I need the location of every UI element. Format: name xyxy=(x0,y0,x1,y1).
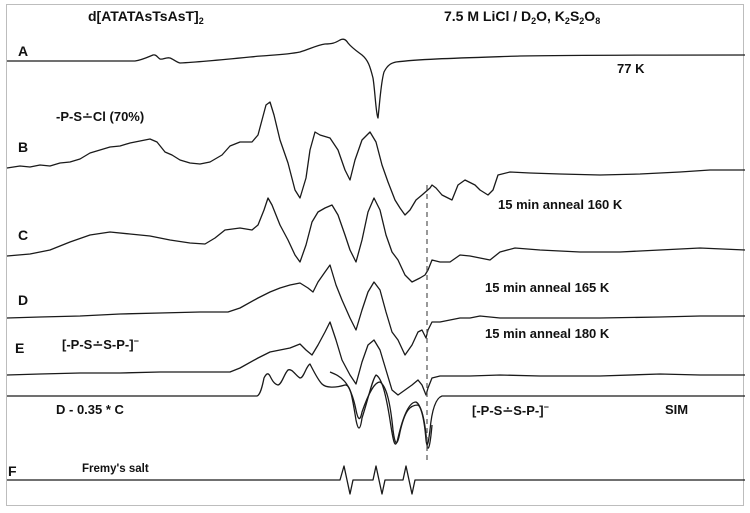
label-e: E xyxy=(15,340,25,356)
header-left: d[ATATAsTsAsT]2 xyxy=(88,9,204,26)
label-a: A xyxy=(18,43,29,59)
header-right: 7.5 M LiCl / D2O, K2S2O8 xyxy=(444,9,600,26)
hdr-part: O xyxy=(584,8,596,24)
label-anneal-160: 15 min anneal 160 K xyxy=(498,197,623,212)
label-fremy: Fremy's salt xyxy=(82,463,149,475)
pssp-sim-text: [-P-S∸S-P-] xyxy=(472,403,544,418)
label-77k: 77 K xyxy=(617,61,645,76)
label-sim: SIM xyxy=(665,402,689,417)
label-pssp-e: [-P-S∸S-P-]− xyxy=(62,336,139,352)
hdr-sub: 2 xyxy=(531,16,537,26)
hdr-sub: 2 xyxy=(564,16,570,26)
spectrum-diff-overlay xyxy=(329,371,433,449)
spectrum-f xyxy=(7,465,745,495)
label-d: D xyxy=(18,292,29,308)
pssp-e-text: [-P-S∸S-P-] xyxy=(62,337,134,352)
label-anneal-165: 15 min anneal 165 K xyxy=(485,280,610,295)
hdr-sub: 8 xyxy=(595,16,601,26)
spectrum-e xyxy=(6,321,745,396)
pssp-sim-sup: − xyxy=(543,402,549,412)
label-psc1: -P-S∸Cl (70%) xyxy=(56,109,145,124)
sample-name: d[ATATAsTsAsT] xyxy=(88,8,199,24)
hdr-part: 7.5 M LiCl / D xyxy=(444,8,532,24)
spectrum-c xyxy=(6,197,746,283)
label-f: F xyxy=(8,463,17,479)
spectrum-a xyxy=(7,38,746,119)
label-b: B xyxy=(18,139,29,155)
plot-frame xyxy=(6,4,744,506)
label-anneal-180: 15 min anneal 180 K xyxy=(485,326,610,341)
hdr-part: O, K xyxy=(536,8,565,24)
hdr-part: S xyxy=(569,8,580,24)
spectrum-b xyxy=(6,101,745,216)
label-pssp-sim: [-P-S∸S-P-]− xyxy=(472,402,549,418)
spectrum-d xyxy=(6,264,745,356)
hdr-sub: 2 xyxy=(579,16,585,26)
label-diff: D - 0.35 * C xyxy=(56,402,124,417)
pssp-e-sup: − xyxy=(133,336,139,346)
sample-subscript: 2 xyxy=(198,16,204,26)
label-c: C xyxy=(18,227,29,243)
